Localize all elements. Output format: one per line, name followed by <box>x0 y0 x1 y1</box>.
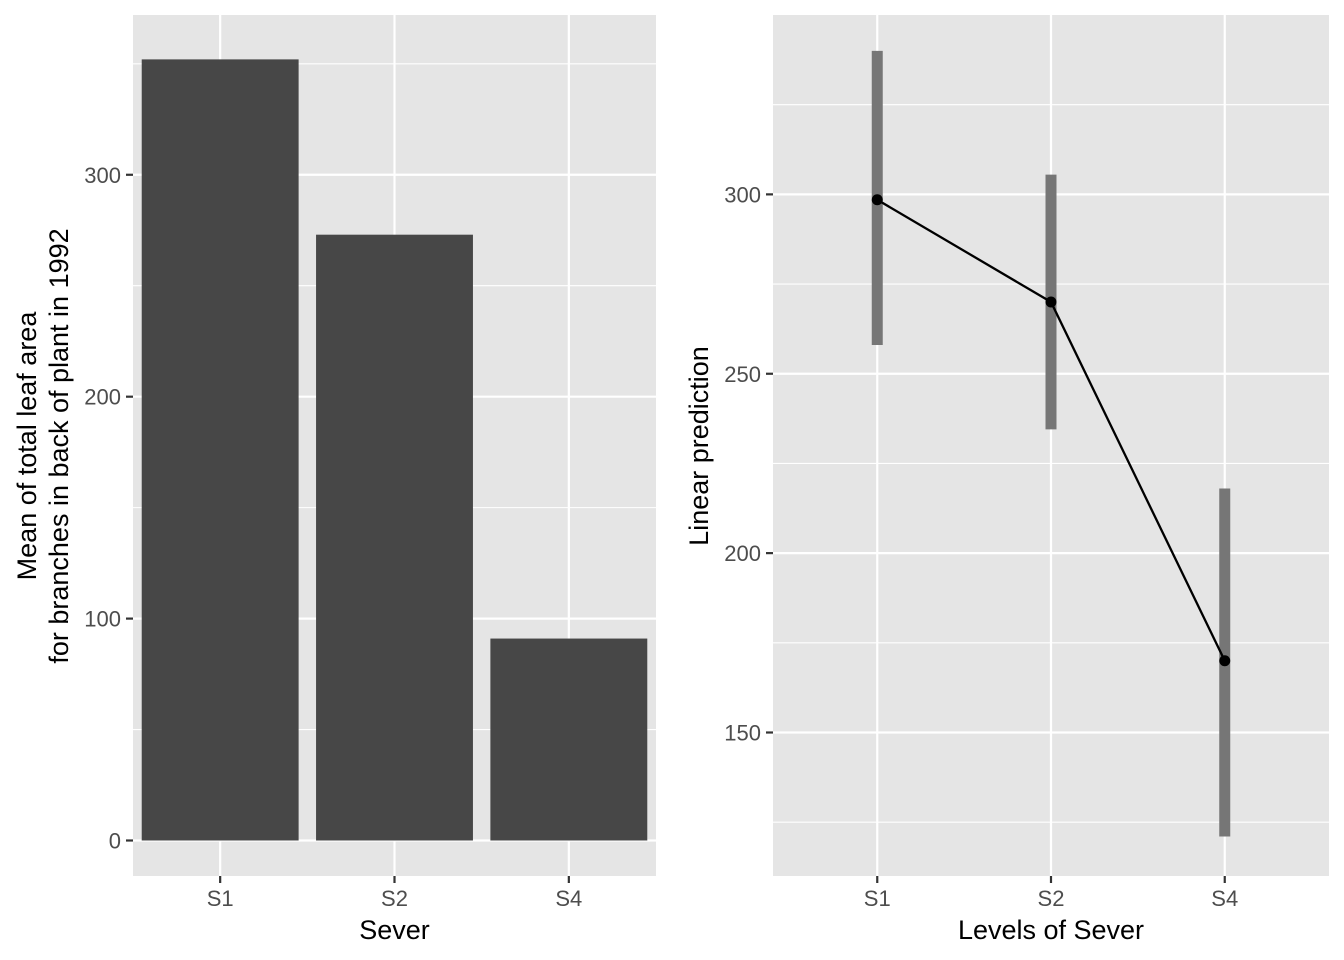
y-axis-title-line-1: Mean of total leaf area <box>12 311 42 581</box>
x-tick-label: S1 <box>207 886 234 911</box>
y-axis-ticks: 0 100 200 300 <box>84 163 133 853</box>
y-tick-label: 300 <box>84 163 121 188</box>
bar-chart: 0 100 200 300 S1 S2 S4 Sever Mean of total le… <box>12 15 656 945</box>
y-axis-ticks: 150 200 250 300 <box>724 182 773 746</box>
y-tick-label: 300 <box>724 182 761 207</box>
y-tick-label: 250 <box>724 362 761 387</box>
x-tick-label: S4 <box>1211 886 1238 911</box>
y-tick-label: 150 <box>724 721 761 746</box>
bars <box>141 59 648 841</box>
y-axis-title: Linear prediction <box>684 346 714 546</box>
prediction-points <box>871 194 1231 667</box>
x-tick-label: S1 <box>864 886 891 911</box>
x-axis-ticks: S1 S2 S4 <box>864 876 1238 911</box>
y-tick-label: 200 <box>84 385 121 410</box>
x-axis-title: Levels of Sever <box>958 915 1144 945</box>
y-tick-label: 0 <box>109 828 121 853</box>
y-tick-label: 100 <box>84 607 121 632</box>
x-axis-ticks: S1 S2 S4 <box>207 876 582 911</box>
bar-S1 <box>141 59 299 841</box>
x-tick-label: S4 <box>555 886 582 911</box>
bar-S2 <box>316 234 473 841</box>
bar-S4 <box>490 638 648 841</box>
point-S4 <box>1219 655 1231 667</box>
y-axis-title-line-2: for branches in back of plant in 1992 <box>44 228 74 663</box>
point-S2 <box>1045 296 1057 308</box>
y-tick-label: 200 <box>724 541 761 566</box>
x-axis-title: Sever <box>359 915 430 945</box>
x-tick-label: S2 <box>1038 886 1065 911</box>
prediction-chart: 150 200 250 300 S1 S2 S4 Levels of Sever Line… <box>684 15 1329 945</box>
point-S1 <box>871 194 883 206</box>
x-tick-label: S2 <box>381 886 408 911</box>
